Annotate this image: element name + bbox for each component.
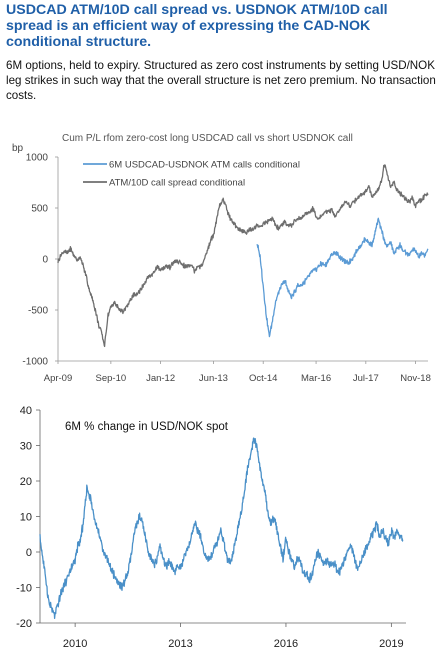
chart1-y-tick-label: 500: [31, 204, 48, 215]
chart1-y-unit-label: bp: [12, 143, 24, 154]
chart2-y-tick-label: -10: [16, 583, 32, 595]
chart2-y-tick-label: 30: [20, 441, 32, 453]
usdnok-spot-chart: 6M % change in USD/NOK spot403020100-10-…: [16, 405, 406, 650]
chart1-y-tick-label: -1000: [22, 357, 48, 368]
chart2-y-tick-label: 0: [26, 547, 32, 559]
chart2-y-tick-label: -20: [16, 618, 32, 630]
chart1-y-tick-label: -500: [28, 306, 48, 317]
chart1-series-line-2: [57, 164, 429, 348]
chart1-x-tick-label: Sep-10: [96, 373, 127, 384]
chart1-legend-label-1: 6M USDCAD-USDNOK ATM calls conditional: [109, 160, 300, 171]
chart1-series-line-1: [256, 217, 429, 338]
chart2-y-tick-label: 40: [20, 405, 32, 417]
chart1-y-tick-label: 1000: [26, 153, 49, 164]
chart2-y-tick-label: 20: [20, 476, 32, 488]
chart2-x-tick-label: 2019: [379, 638, 403, 650]
chart-subtitle: 6M options, held to expiry. Structured a…: [6, 59, 436, 102]
chart1-legend-label-2: ATM/10D call spread conditional: [109, 178, 245, 189]
chart1-title: Cum P/L rfom zero-cost long USDCAD call …: [62, 133, 353, 144]
cum-pl-chart: Cum P/L rfom zero-cost long USDCAD call …: [12, 133, 431, 384]
chart2-x-tick-label: 2010: [63, 638, 87, 650]
chart1-x-tick-label: Jun-13: [199, 373, 228, 384]
chart2-y-tick-label: 10: [20, 512, 32, 524]
chart1-x-tick-label: Apr-09: [44, 373, 73, 384]
chart1-x-tick-label: Nov-18: [400, 373, 431, 384]
chart2-series-line: [39, 437, 404, 620]
chart1-x-tick-label: Jul-17: [353, 373, 379, 384]
chart1-x-tick-label: Oct-14: [249, 373, 278, 384]
chart1-x-tick-label: Mar-16: [301, 373, 331, 384]
chart1-x-tick-label: Jan-12: [146, 373, 175, 384]
chart2-title: 6M % change in USD/NOK spot: [65, 421, 229, 433]
chart1-y-tick-label: 0: [42, 255, 48, 266]
chart2-x-tick-label: 2016: [274, 638, 298, 650]
chart2-x-tick-label: 2013: [168, 638, 192, 650]
chart-title: USDCAD ATM/10D call spread vs. USDNOK AT…: [6, 2, 388, 50]
